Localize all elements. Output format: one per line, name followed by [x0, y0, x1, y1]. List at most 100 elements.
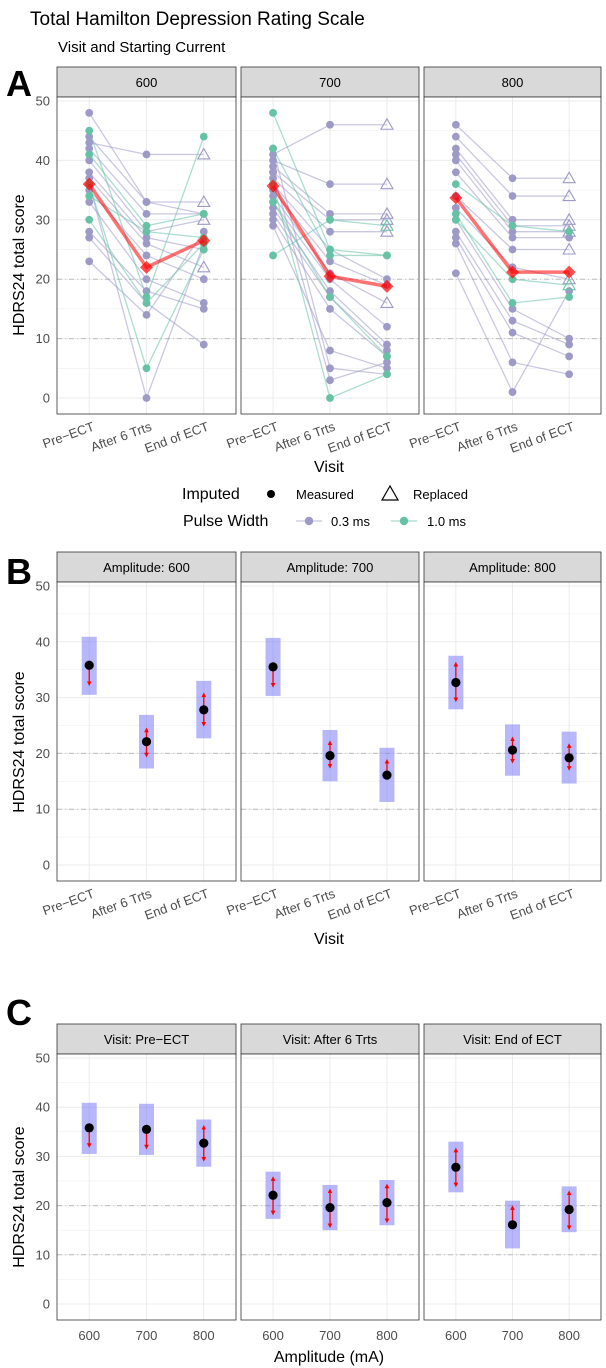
- legend-pulse-title: Pulse Width: [183, 513, 268, 530]
- measured-point: [326, 227, 334, 236]
- measured-point: [326, 209, 334, 218]
- measured-point: [326, 376, 334, 385]
- y-tick-label: 0: [43, 858, 50, 873]
- measured-point: [451, 239, 460, 248]
- mean-point: [564, 753, 574, 763]
- measured-point: [508, 299, 517, 307]
- measured-point: [85, 144, 94, 153]
- measured-point: [326, 251, 334, 260]
- measured-point: [199, 209, 208, 218]
- measured-point: [269, 198, 277, 206]
- facet-strip: [56, 1023, 237, 1055]
- plot-border: [240, 581, 420, 882]
- facet-label: Visit: End of ECT: [463, 1032, 562, 1047]
- replaced-point: [196, 147, 211, 160]
- facet-label: Visit: After 6 Trts: [283, 1032, 378, 1047]
- measured-point: [508, 316, 517, 325]
- measured-point: [451, 132, 460, 141]
- facet-label: Amplitude: 800: [469, 560, 556, 575]
- panel-label: B: [6, 551, 32, 592]
- panel-label: A: [6, 63, 32, 104]
- mean-point: [382, 770, 392, 780]
- measured-point: [508, 358, 517, 367]
- y-tick-label: 0: [43, 1297, 50, 1312]
- measured-point: [451, 215, 460, 224]
- measured-point: [85, 156, 94, 165]
- x-tick-label: 700: [319, 1328, 341, 1343]
- replaced-point: [380, 177, 394, 190]
- x-tick-label: Pre−ECT: [407, 886, 463, 919]
- replaced-point: [196, 194, 211, 208]
- legend-measured-label: Measured: [296, 487, 354, 502]
- mean-point: [268, 1190, 278, 1200]
- x-tick-label: 800: [558, 1328, 580, 1343]
- legend-replaced-label: Replaced: [413, 487, 468, 502]
- measured-point: [508, 215, 517, 224]
- measured-point: [508, 305, 517, 313]
- mean-point: [380, 279, 394, 293]
- measured-point: [326, 180, 334, 189]
- measured-point: [565, 334, 574, 343]
- measured-point: [451, 180, 460, 189]
- measured-point: [85, 198, 94, 206]
- x-tick-label: End of ECT: [508, 419, 576, 456]
- replaced-point: [380, 212, 394, 225]
- x-tick-label: 800: [193, 1328, 215, 1343]
- measured-point: [565, 370, 574, 379]
- facet-strip: [240, 66, 420, 98]
- measured-point: [383, 322, 391, 331]
- x-tick-label: 600: [78, 1328, 100, 1343]
- measured-point: [142, 239, 151, 248]
- measured-point: [142, 198, 151, 206]
- legend-pw10-dot-icon: [399, 516, 409, 526]
- measured-point: [383, 370, 391, 379]
- measured-point: [383, 346, 391, 355]
- measured-point: [451, 144, 460, 153]
- measured-point: [142, 251, 151, 260]
- mean-point: [562, 265, 576, 279]
- measured-point: [508, 388, 517, 396]
- measured-point: [85, 150, 94, 159]
- facet-strip: [240, 1023, 420, 1055]
- facet-strip: [56, 66, 237, 98]
- measured-point: [199, 132, 208, 141]
- mean-point: [199, 705, 209, 715]
- replaced-point: [562, 212, 577, 225]
- measured-point: [451, 120, 460, 129]
- measured-point: [269, 192, 277, 200]
- measured-point: [451, 227, 460, 236]
- y-tick-label: 50: [36, 1051, 50, 1066]
- plot-panels: A HDRS24 total score 0 10 20 30 40 50 Visit 600 Pr…: [6, 63, 602, 1366]
- plot-border: [56, 96, 237, 415]
- facet-strip: [423, 1023, 602, 1055]
- legend-pw10-label: 1.0 ms: [427, 514, 467, 529]
- measured-point: [508, 328, 517, 337]
- measured-point: [142, 233, 151, 242]
- measured-point: [85, 138, 94, 147]
- x-tick-label: 700: [136, 1328, 158, 1343]
- measured-point: [142, 394, 151, 402]
- facet-label: 800: [502, 75, 524, 90]
- mean-point: [197, 234, 211, 248]
- mean-point: [506, 265, 519, 279]
- facet-2: Visit: After 6 Trts 600 700 800: [240, 1023, 420, 1343]
- x-tick-label: End of ECT: [326, 886, 394, 923]
- replaced-point: [562, 272, 577, 285]
- x-axis-title: Amplitude (mA): [274, 1349, 384, 1366]
- replaced-point: [380, 295, 394, 309]
- measured-point: [565, 233, 574, 242]
- y-tick-label: 30: [36, 212, 50, 227]
- facet-label: Amplitude: 700: [287, 560, 374, 575]
- panel-a: A HDRS24 total score 0 10 20 30 40 50 Visit 600 Pr…: [6, 63, 602, 476]
- measured-point: [326, 120, 334, 129]
- plot-border: [423, 581, 602, 882]
- x-tick-label: Pre−ECT: [41, 886, 97, 919]
- x-tick-label: Pre−ECT: [407, 419, 463, 452]
- plot-border: [240, 96, 420, 415]
- measured-point: [142, 221, 151, 230]
- measured-point: [565, 340, 574, 349]
- measured-point: [85, 215, 94, 224]
- measured-point: [326, 394, 334, 402]
